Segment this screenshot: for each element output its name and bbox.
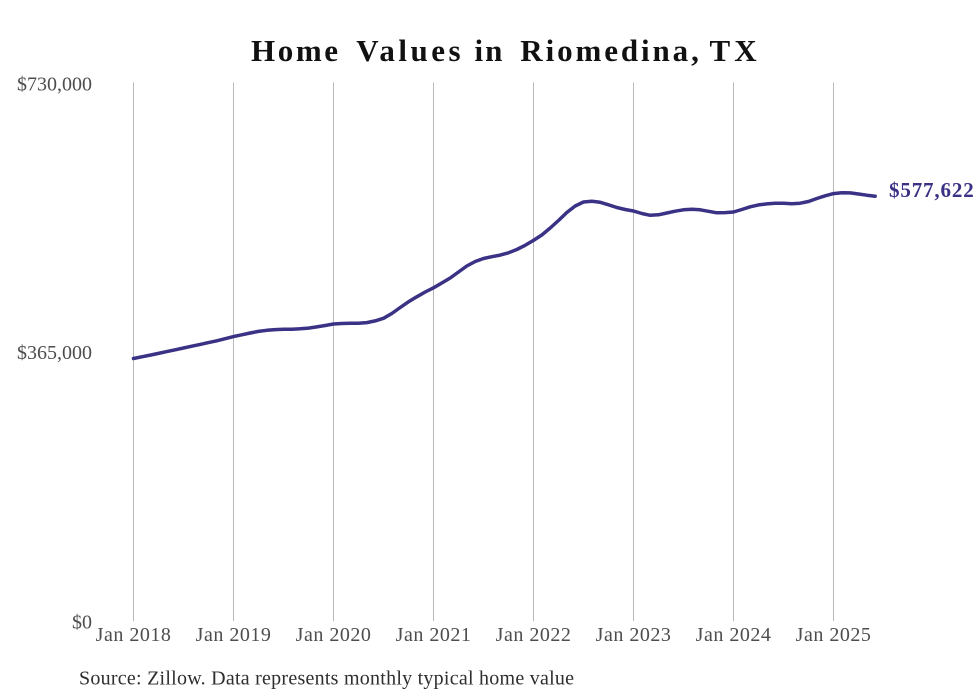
svg-text:Jan 2024: Jan 2024 <box>696 624 772 646</box>
svg-text:$577,622: $577,622 <box>889 178 975 202</box>
svg-text:Home: Home <box>251 33 341 68</box>
svg-text:Jan 2019: Jan 2019 <box>196 624 272 646</box>
svg-text:Jan 2022: Jan 2022 <box>496 624 572 646</box>
svg-text:$0: $0 <box>72 612 92 634</box>
svg-text:Jan 2021: Jan 2021 <box>396 624 472 646</box>
svg-text:$365,000: $365,000 <box>17 342 92 364</box>
svg-text:in: in <box>475 33 505 68</box>
svg-text:$730,000: $730,000 <box>17 74 92 96</box>
svg-text:Source: Zillow. Data represent: Source: Zillow. Data represents monthly … <box>79 668 574 690</box>
svg-text:Jan 2018: Jan 2018 <box>96 624 172 646</box>
svg-text:TX: TX <box>710 33 761 68</box>
svg-text:Values: Values <box>356 33 464 68</box>
svg-text:Riomedina,: Riomedina, <box>520 33 701 68</box>
svg-text:Jan 2023: Jan 2023 <box>596 624 672 646</box>
svg-text:Jan 2020: Jan 2020 <box>296 624 372 646</box>
svg-text:Jan 2025: Jan 2025 <box>796 624 872 646</box>
